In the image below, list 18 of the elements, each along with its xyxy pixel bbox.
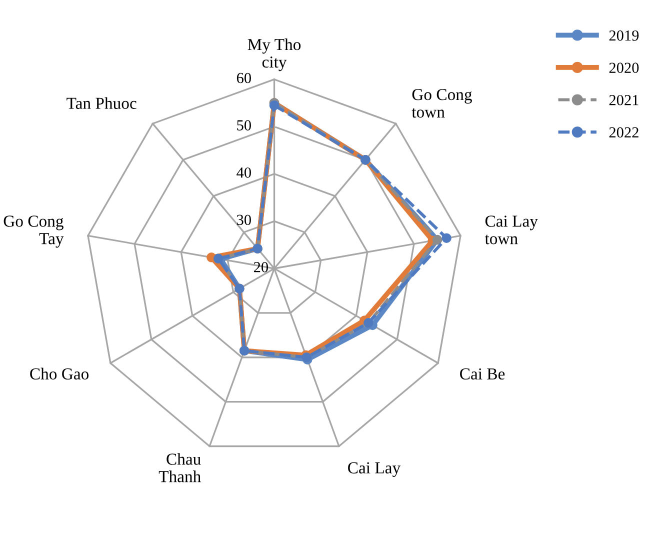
spoke-label: Cho Gao	[30, 368, 89, 380]
y-tick-label: 30	[237, 214, 251, 226]
spoke-label: Chau Thanh	[158, 453, 201, 482]
spoke-label: Go Cong Tay	[4, 216, 64, 248]
y-tick-label: 40	[236, 167, 251, 178]
spoke-label: My Tho city	[248, 38, 301, 72]
y-tick-label: 20	[254, 262, 268, 272]
spoke-label: Cai Lay	[348, 462, 401, 477]
spoke-label: Tan Phuoc	[66, 97, 136, 109]
legend-label: 2019	[609, 30, 639, 41]
legend-label: 2021	[609, 94, 638, 106]
spoke-label: Cai Lay town	[484, 216, 538, 244]
y-tick-label: 50	[237, 120, 251, 130]
spoke-label: Cai Be	[460, 368, 505, 380]
legend-label: 2020	[609, 62, 639, 73]
legend-label: 2022	[609, 127, 638, 138]
y-tick-label: 60	[236, 72, 251, 84]
spoke-label: Go Cong town	[412, 88, 472, 118]
